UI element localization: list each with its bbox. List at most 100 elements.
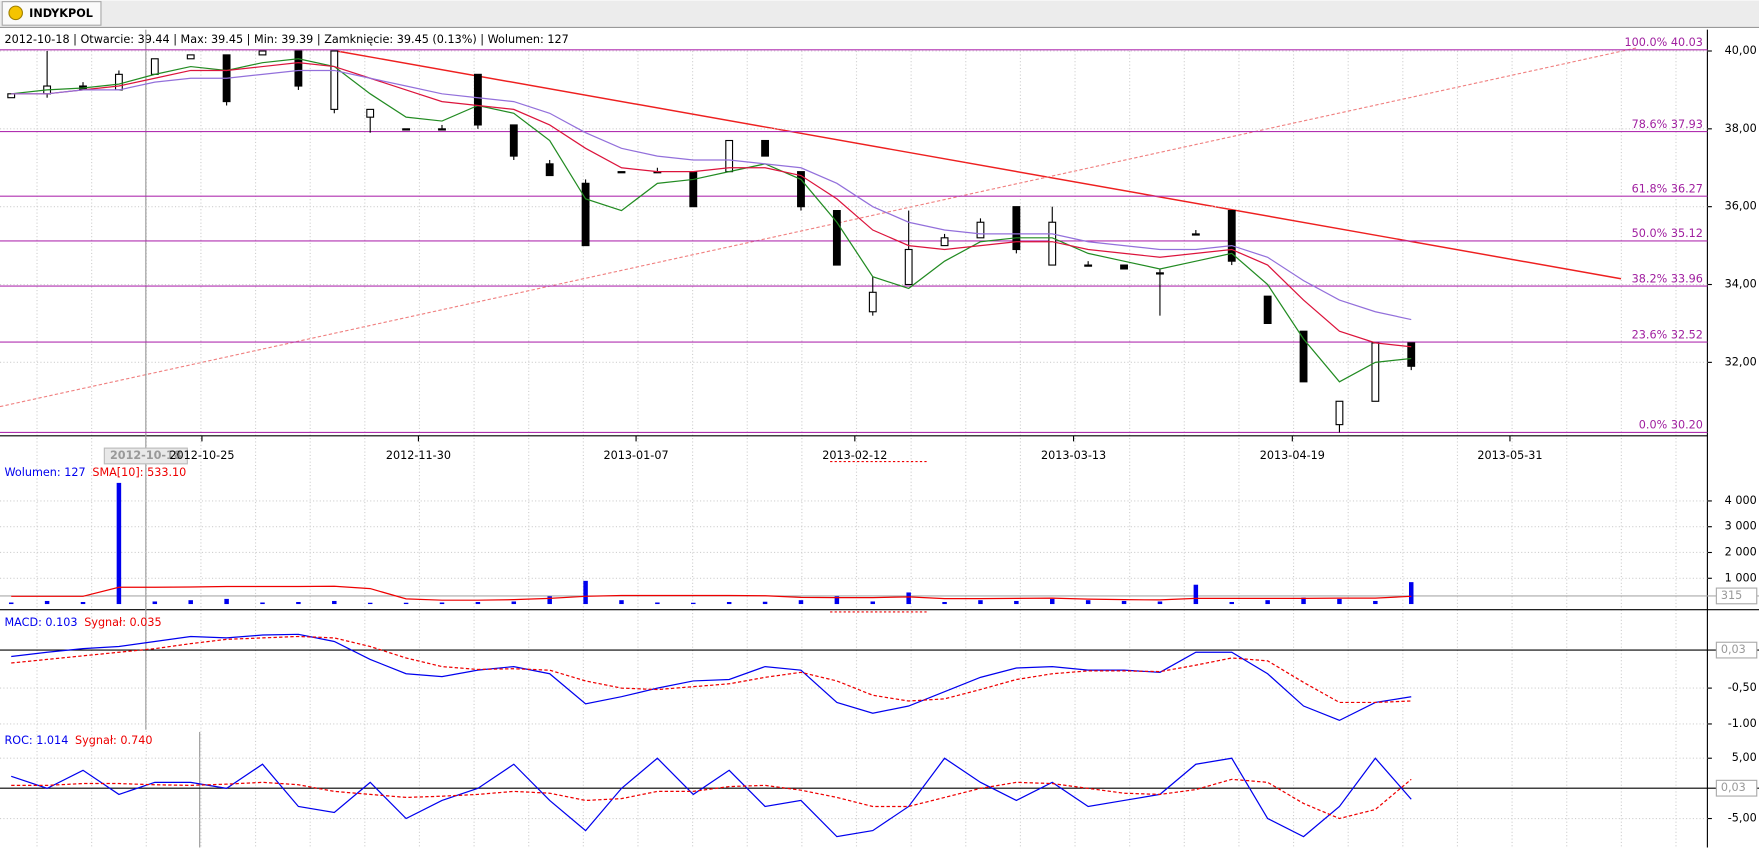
candle-body xyxy=(1156,272,1164,275)
volume-bar xyxy=(1337,598,1342,605)
candle-body xyxy=(294,50,303,87)
trend-line-dashed xyxy=(0,47,1638,408)
volume-bar xyxy=(8,602,14,605)
candle-body xyxy=(689,171,698,208)
cursor-date: 2012-10-18 xyxy=(110,449,182,462)
volume-bar xyxy=(511,601,517,605)
volume-bar xyxy=(116,482,122,605)
y-tick-label: 1 000 xyxy=(1725,571,1757,584)
volume-bar xyxy=(691,602,696,605)
volume-bar xyxy=(1050,598,1055,605)
fib-label: 78.6% 37.93 xyxy=(1632,118,1703,131)
y-tick-label: -0,50 xyxy=(1728,681,1757,694)
legend-entry: MACD: 0.103 xyxy=(4,616,77,629)
candle-body xyxy=(258,50,267,56)
volume-bar xyxy=(1085,600,1091,605)
volume-bar xyxy=(1121,600,1127,605)
volume-bar xyxy=(870,601,876,605)
volume-bar xyxy=(583,580,588,605)
candle-body xyxy=(1012,206,1021,251)
volume-bar xyxy=(762,601,768,605)
volume-bar xyxy=(1014,600,1019,605)
marker-box xyxy=(1715,641,1758,659)
x-tick-label: 2013-03-13 xyxy=(1041,449,1106,462)
candle-body xyxy=(366,108,375,118)
candle-body xyxy=(904,248,913,286)
volume-bar xyxy=(1193,584,1199,605)
candle-body xyxy=(402,128,411,131)
candle-body xyxy=(1227,210,1236,262)
marker-label: 0,03 xyxy=(1721,643,1746,656)
volume-bar xyxy=(1265,600,1270,605)
candle-body xyxy=(761,139,770,157)
fib-label: 38.2% 33.96 xyxy=(1632,272,1703,285)
volume-bar xyxy=(1373,600,1378,605)
candle-body xyxy=(868,291,877,313)
fib-label: 23.6% 32.52 xyxy=(1632,328,1703,341)
tab[interactable] xyxy=(1,1,102,26)
candle-body xyxy=(1335,400,1344,426)
candle-body xyxy=(617,171,626,174)
candle-body xyxy=(1371,342,1380,402)
trend-line xyxy=(336,50,1622,280)
volume-bar xyxy=(834,596,840,605)
legend-entry: Sygnał: 0.740 xyxy=(75,734,152,747)
fib-label: 100.0% 40.03 xyxy=(1625,36,1703,49)
candle-body xyxy=(1048,221,1057,266)
x-tick-label: 2012-11-30 xyxy=(386,449,451,462)
series-line xyxy=(11,635,1412,704)
fib-label: 50.0% 35.12 xyxy=(1632,227,1703,240)
series-line xyxy=(11,58,1412,383)
candle-body xyxy=(1084,264,1093,267)
volume-bar xyxy=(619,600,624,605)
volume-bar xyxy=(1301,597,1306,605)
legend-entry: ROC: 1.014 xyxy=(4,734,68,747)
series-line xyxy=(11,585,1412,601)
volume-bar xyxy=(296,601,301,605)
volume-bar xyxy=(260,602,265,605)
volume-bar xyxy=(726,601,732,605)
volume-bar xyxy=(1408,582,1414,605)
x-tick-label: 2012-10-25 xyxy=(169,449,234,462)
candle-body xyxy=(1191,233,1200,236)
marker-box xyxy=(1715,779,1758,797)
volume-bar xyxy=(188,600,193,605)
tab-icon xyxy=(8,5,23,21)
volume-bar xyxy=(547,596,552,605)
volume-bar xyxy=(152,601,158,605)
marker-label: 0,03 xyxy=(1721,781,1746,794)
volume-bar xyxy=(332,600,337,605)
volume-bar xyxy=(367,602,373,605)
volume-bar xyxy=(978,600,983,605)
y-tick-label: 36,00 xyxy=(1725,200,1757,213)
volume-bar xyxy=(80,601,86,605)
volume-bar xyxy=(1229,601,1234,605)
volume-bar xyxy=(942,601,947,605)
fib-label: 61.8% 36.27 xyxy=(1632,182,1703,195)
volume-bar xyxy=(224,598,229,605)
y-tick-label: 38,00 xyxy=(1725,122,1757,135)
y-tick-label: 40,00 xyxy=(1725,44,1757,57)
candle-body xyxy=(976,221,985,239)
candle-body xyxy=(1407,342,1416,367)
tab-label[interactable]: INDYKPOL xyxy=(29,7,93,20)
legend-entry: Wolumen: 127 xyxy=(4,466,85,479)
volume-bar xyxy=(1157,601,1163,605)
candle-body xyxy=(473,73,482,126)
series-line xyxy=(11,62,1412,348)
vertical-grid xyxy=(36,50,1677,848)
candle-body xyxy=(186,54,195,60)
y-tick-label: -5,00 xyxy=(1728,812,1757,825)
candle-body xyxy=(1120,264,1128,270)
y-tick-label: 2 000 xyxy=(1725,545,1757,558)
candle-body xyxy=(545,163,554,177)
candle-body xyxy=(581,182,590,247)
legend-entry: Sygnał: 0.035 xyxy=(84,616,161,629)
candle-body xyxy=(330,50,339,110)
x-tick-label: 2013-05-31 xyxy=(1477,449,1542,462)
volume-bar xyxy=(906,592,911,605)
volume-bar xyxy=(798,600,804,605)
candle-body xyxy=(797,171,805,208)
candle-body xyxy=(114,73,123,91)
